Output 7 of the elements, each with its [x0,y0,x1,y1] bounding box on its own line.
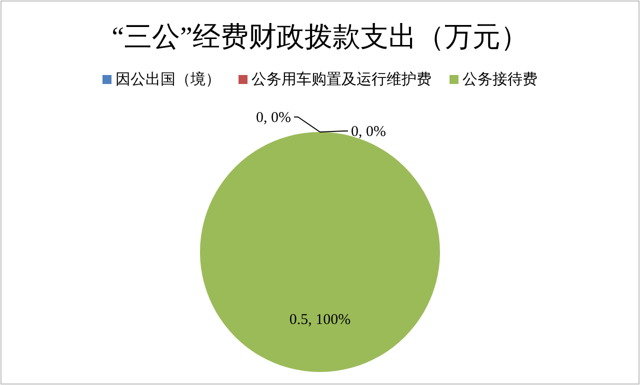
text: 0, 0% [256,110,291,126]
legend-label: 公务用车购置及运行维护费 [252,71,432,88]
legend-label: 公务接待费 [462,71,538,88]
chart-title: “三公”经费财政拨款支出（万元） [112,22,528,53]
data-label: 0.5, 100% [289,312,351,328]
text: 0, 0% [351,124,386,140]
legend-label: 因公出国（境） [116,71,220,88]
